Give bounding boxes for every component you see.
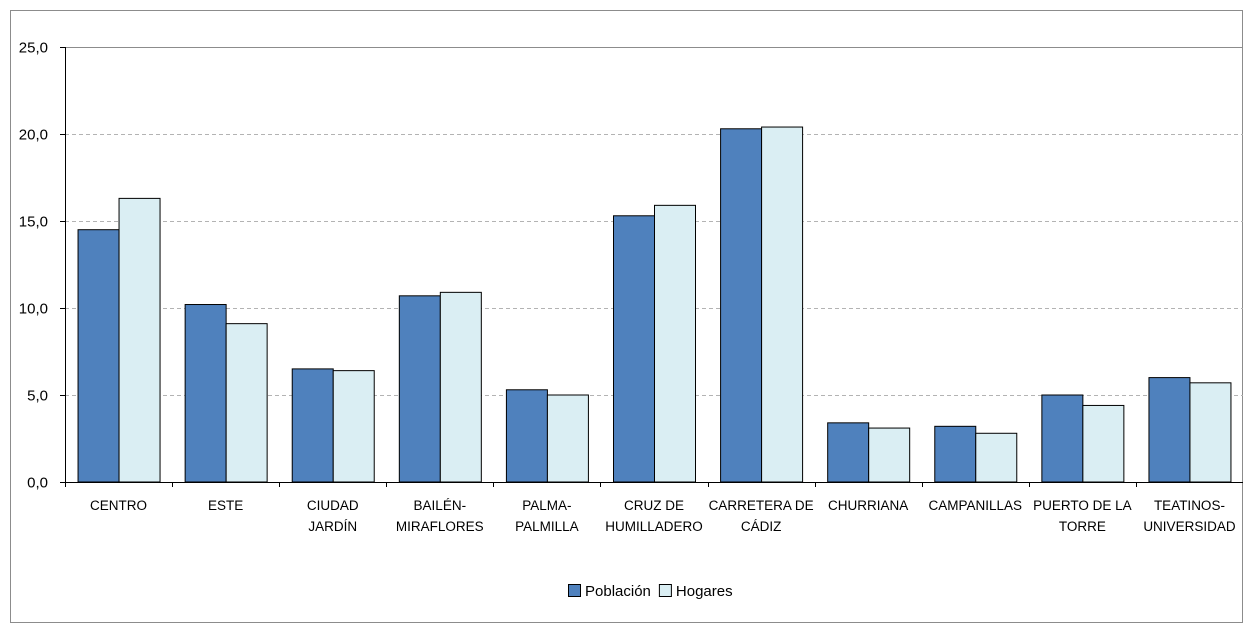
legend-label: Hogares	[676, 583, 733, 600]
y-tick-label: 10,0	[19, 301, 48, 318]
bar-hogares	[1082, 404, 1125, 483]
bar-poblacin	[613, 215, 655, 483]
x-tick-label: PUERTO DE LA TORRE	[1033, 498, 1132, 534]
bar-hogares	[868, 427, 911, 483]
bar-poblacin	[827, 422, 870, 483]
x-tick-label: CHURRIANA	[828, 498, 908, 513]
x-tick-label: CRUZ DE HUMILLADERO	[605, 498, 703, 534]
y-tick-label: 25,0	[19, 40, 48, 57]
legend-swatch	[658, 584, 672, 597]
bar-hogares	[332, 370, 375, 483]
bar-hogares	[225, 323, 268, 483]
x-tick-label: CAMPANILLAS	[929, 498, 1023, 513]
bar-hogares	[761, 126, 804, 483]
y-tick-label: 5,0	[27, 388, 48, 405]
bar-hogares	[975, 432, 1018, 483]
x-tick-label: PALMA-PALMILLA	[515, 498, 579, 534]
bar-poblacin	[77, 229, 120, 483]
bar-hogares	[1189, 382, 1232, 483]
bar-poblacin	[1041, 394, 1084, 483]
bar-poblacin	[184, 304, 227, 483]
y-tick-label: 20,0	[19, 127, 48, 144]
bar-hogares	[654, 204, 696, 483]
x-tick-labels: CENTRO ESTE CIUDAD JARDÍN BAILÉN-MIRAFLORES P…	[90, 498, 1236, 534]
bar-poblacin	[1148, 377, 1191, 483]
x-tick-label: BAILÉN-MIRAFLORES	[396, 498, 484, 534]
y-tick-labels: 0,0 5,0 10,0 15,0 20,0 25,0	[19, 40, 48, 492]
legend: Población Hogares	[568, 583, 733, 600]
x-tick-label: ESTE	[208, 498, 243, 513]
bar-hogares	[439, 291, 482, 483]
y-tick-label: 0,0	[27, 475, 48, 492]
legend-swatch	[568, 584, 581, 597]
bar-hogares	[546, 394, 589, 483]
axes	[60, 47, 1243, 487]
bar-hogares	[118, 197, 161, 483]
bar-poblacin	[291, 368, 334, 483]
x-tick-label: TEATINOS-UNIVERSIDAD	[1143, 498, 1236, 534]
x-tick-label: CARRETERA DE CÁDIZ	[709, 498, 814, 534]
y-tick-label: 15,0	[19, 214, 48, 231]
x-tick-label: CIUDAD JARDÍN	[307, 498, 359, 534]
bar-poblacin	[720, 128, 763, 483]
bar-poblacin	[505, 389, 548, 483]
bar-poblacin	[398, 295, 441, 483]
legend-label: Población	[585, 583, 651, 600]
bar-poblacin	[934, 425, 977, 483]
bars	[77, 126, 1232, 483]
x-tick-label: CENTRO	[90, 498, 147, 513]
